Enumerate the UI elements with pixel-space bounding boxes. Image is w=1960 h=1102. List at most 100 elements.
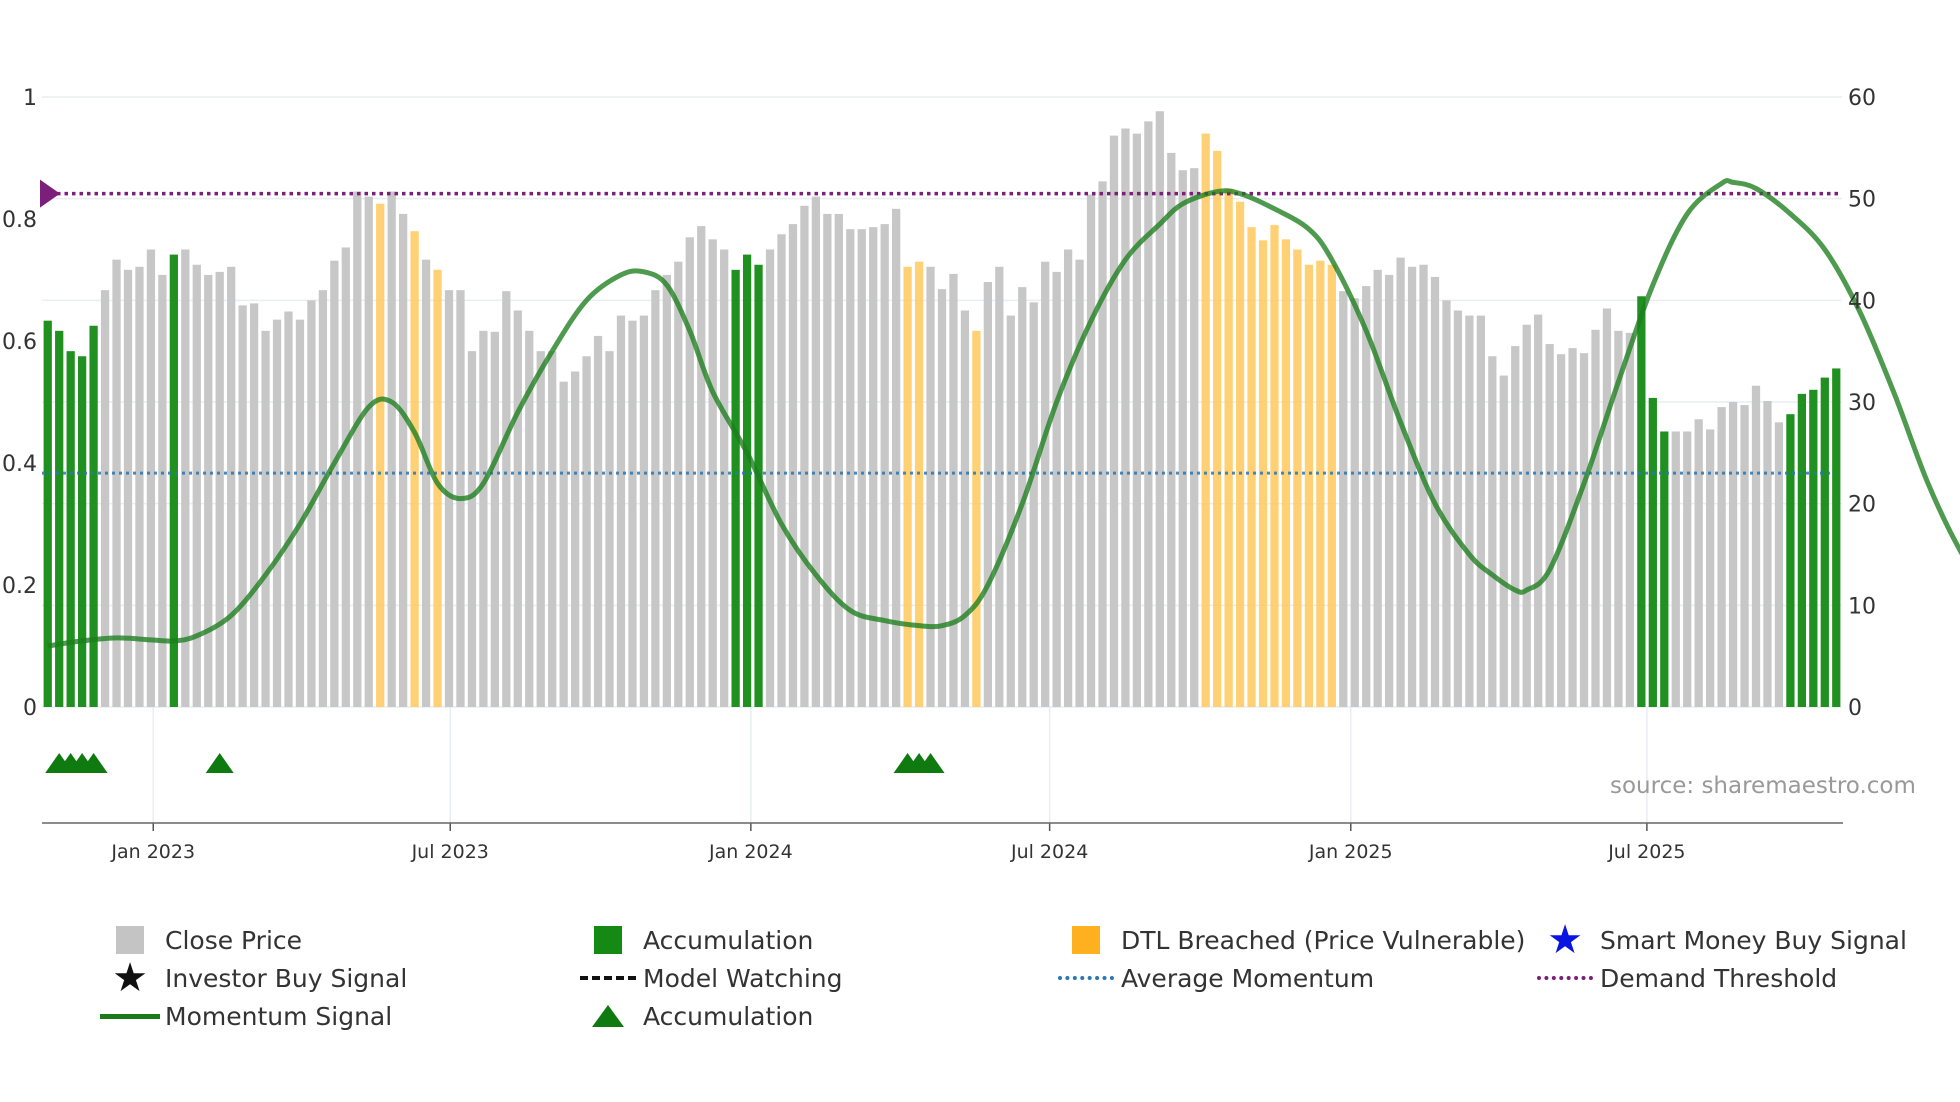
close-price-bar (1155, 111, 1164, 707)
dtl-breached-bar (1327, 264, 1336, 707)
x-axis-tick: Jan 2023 (110, 841, 195, 863)
right-axis-tick: 40 (1848, 289, 1876, 314)
x-axis-tick: Jul 2025 (1607, 841, 1685, 863)
close-price-bar (1534, 314, 1543, 707)
close-price-bar (720, 249, 729, 707)
close-price-bar (467, 351, 477, 707)
close-price-bar (1465, 315, 1474, 707)
close-price-bar (536, 351, 545, 707)
close-price-bar (215, 271, 224, 707)
close-price-bar (1190, 168, 1199, 707)
close-price-bar (1706, 429, 1715, 707)
close-price-bar (651, 290, 660, 707)
close-price-bar (295, 319, 305, 707)
left-axis-tick: 0.8 (2, 208, 37, 233)
close-price-bar (605, 351, 614, 707)
accumulation-bar (1648, 397, 1657, 707)
accumulation-bar (1832, 368, 1841, 707)
close-price-bar (570, 371, 580, 707)
close-price-bar (1109, 135, 1119, 708)
close-price-bar (1419, 264, 1428, 707)
close-price-bar (204, 274, 213, 707)
dtl-breached-bar (903, 266, 912, 707)
left-axis-tick: 0.2 (2, 574, 37, 599)
momentum-signal-line (47, 178, 1960, 649)
dtl-breached-bar (1235, 201, 1245, 707)
accumulation-bar (66, 351, 75, 707)
close-price-bar (1098, 181, 1107, 708)
close-price-bar (674, 261, 683, 707)
close-price-bar (960, 310, 970, 707)
close-price-bar (249, 303, 259, 707)
close-price-bar (1499, 375, 1508, 707)
close-price-bar (364, 196, 373, 707)
close-price-bar (1602, 308, 1612, 707)
close-price-bar (284, 311, 293, 707)
close-price-bar (857, 229, 866, 707)
accumulation-bar (55, 330, 64, 707)
close-price-bar (158, 274, 167, 707)
close-price-bar (513, 310, 522, 707)
close-price-bar (685, 237, 694, 708)
accumulation-bar (89, 325, 98, 707)
accumulation-bar (1809, 389, 1818, 707)
close-price-bar (559, 381, 568, 707)
close-price-bar (1385, 274, 1394, 707)
close-price-bar (1396, 257, 1405, 707)
close-price-bar (1442, 300, 1451, 707)
close-price-bar (765, 249, 775, 707)
close-price-bar (112, 259, 121, 707)
close-price-bar (1591, 329, 1600, 707)
close-price-bar (1453, 310, 1463, 707)
close-price-bar (1717, 407, 1726, 707)
right-axis-tick: 0 (1848, 696, 1862, 721)
accumulation-bar (754, 264, 763, 707)
accumulation-bar (1786, 414, 1795, 707)
close-price-bar (238, 305, 247, 707)
close-price-bar (548, 351, 557, 707)
close-price-bar (1178, 170, 1187, 707)
right-axis-tick: 60 (1848, 86, 1876, 111)
dtl-breached-bar (1270, 225, 1279, 707)
close-price-bar (525, 330, 534, 707)
close-price-bar (1579, 353, 1589, 707)
dtl-breached-bar (972, 330, 981, 707)
close-price-bar (1522, 324, 1531, 707)
accumulation-bar (1637, 296, 1646, 707)
close-price-bar (1121, 128, 1130, 707)
accumulation-bar (78, 356, 87, 707)
close-price-bar (777, 234, 786, 707)
close-price-bar (697, 226, 706, 707)
source-text: source: sharemaestro.com (1610, 773, 1916, 799)
bars-layer (43, 111, 1841, 708)
close-price-bar (444, 290, 454, 707)
close-price-bar (399, 213, 408, 707)
close-price-bar (1006, 315, 1015, 707)
close-price-bar (1086, 194, 1096, 708)
close-price-bar (1052, 271, 1061, 707)
dtl-breached-bar (1258, 240, 1268, 707)
close-price-bar (227, 266, 236, 707)
close-price-bar (926, 266, 935, 707)
close-price-bar (135, 266, 144, 707)
close-price-bar (502, 291, 511, 707)
close-price-bar (1694, 419, 1703, 707)
dtl-breached-bar (433, 269, 442, 707)
accumulation-bar (731, 269, 740, 707)
close-price-bar (1728, 402, 1738, 707)
close-price-bar (1132, 133, 1142, 708)
close-price-bar (1075, 259, 1084, 707)
close-price-bar (1488, 356, 1497, 707)
accumulation-triangle (916, 753, 945, 773)
close-price-bar (662, 274, 671, 707)
close-price-bar (1476, 315, 1485, 707)
close-price-bar (1671, 431, 1680, 707)
close-price-bar (1029, 302, 1038, 707)
close-price-bar (1568, 348, 1577, 707)
close-price-bar (146, 249, 156, 707)
axes-layer: 0 10 20 30 40 50 60 0 0.2 0.4 0.6 0.8 1 Jan 2023 Jul 2… (2, 86, 1876, 863)
close-price-bar (593, 335, 603, 707)
accumulation-bar (1660, 431, 1669, 707)
close-price-bar (1556, 354, 1566, 707)
close-price-bar (1683, 431, 1692, 707)
